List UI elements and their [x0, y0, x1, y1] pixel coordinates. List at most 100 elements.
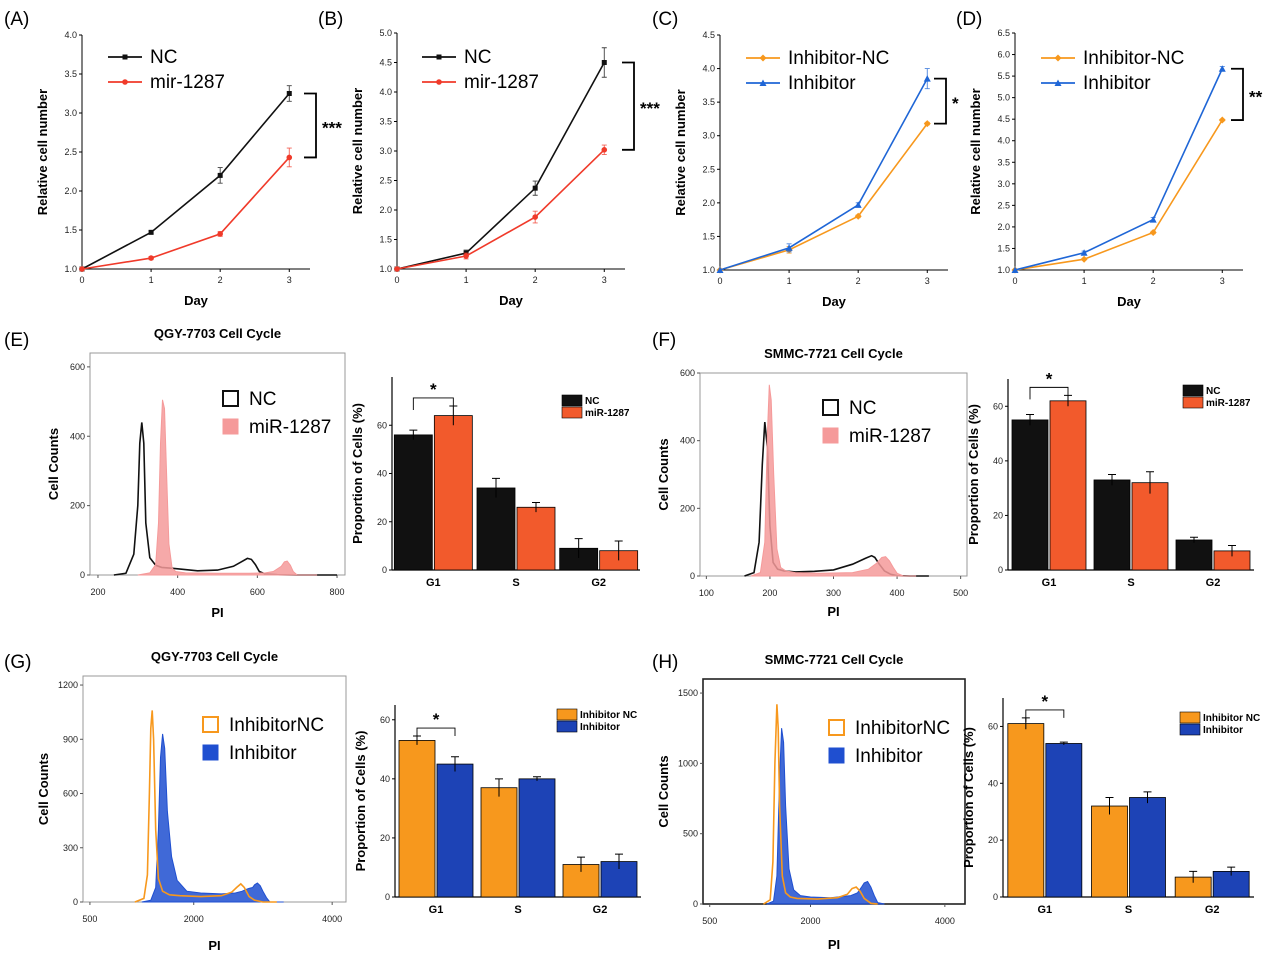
significance-bracket: [304, 92, 317, 159]
error-bar: [1227, 866, 1236, 876]
legend-label: Inhibitor: [788, 73, 856, 94]
y-tick-label: 3.5: [64, 69, 77, 79]
panel-label: (B): [318, 9, 343, 30]
data-point: [286, 154, 293, 161]
legend-label: miR-1287: [585, 408, 630, 419]
legend-label: NC: [1206, 386, 1220, 397]
significance-bracket: [416, 727, 456, 741]
x-tick-label: 2: [856, 276, 861, 286]
y-tick-label: 6.0: [997, 50, 1010, 60]
error-bar: [574, 538, 583, 558]
y-tick-label: 2.0: [997, 222, 1010, 232]
legend-swatch: [222, 418, 239, 435]
data-point: [1218, 116, 1226, 124]
y-tick-label: 4.0: [64, 30, 77, 40]
error-bar: [1146, 471, 1154, 494]
y-tick-label: 1000: [678, 758, 698, 768]
y-tick-label: 200: [680, 503, 695, 513]
data-point: [286, 91, 292, 96]
x-tick-label: G1: [1037, 904, 1052, 916]
series-line: [1014, 68, 1224, 271]
y-tick-label: 0: [993, 892, 998, 902]
x-tick-label: 400: [890, 588, 905, 598]
x-axis-title: PI: [827, 604, 839, 619]
x-tick-label: 0: [394, 275, 399, 285]
y-tick-label: 3.5: [702, 97, 715, 107]
y-tick-label: 3.0: [997, 179, 1010, 189]
x-tick-label: 2: [218, 275, 223, 285]
series-mir-1287: [79, 147, 293, 272]
legend-swatch: [556, 708, 578, 721]
y-tick-label: 1.0: [64, 264, 77, 274]
y-tick-label: 2.5: [64, 147, 77, 157]
bar: [393, 434, 433, 571]
x-tick-label: 200: [90, 587, 105, 597]
error-bar: [615, 853, 623, 869]
chart-title: QGY-7703 Cell Cycle: [151, 649, 278, 664]
histogram-nc: [113, 422, 337, 576]
legend-label: Inhibitor-NC: [1083, 48, 1184, 69]
y-tick-label: 300: [63, 843, 78, 853]
histogram-line: [113, 422, 337, 576]
histogram-mir-1287: [137, 399, 318, 576]
x-tick-label: G2: [1205, 904, 1220, 916]
y-tick-label: 5.5: [997, 71, 1010, 81]
y-axis-title: Cell Counts: [36, 753, 51, 825]
x-tick-label: 0: [717, 276, 722, 286]
data-point: [1218, 65, 1226, 72]
series-inhibitor: [716, 68, 931, 273]
y-tick-label: 1.5: [702, 231, 715, 241]
data-point: [1054, 79, 1062, 86]
y-tick-label: 4.5: [379, 58, 392, 68]
panel-label: (A): [4, 9, 29, 30]
significance-bracket: [1025, 709, 1065, 722]
x-tick-label: 500: [82, 914, 97, 924]
x-tick-label: 1: [1082, 276, 1087, 286]
data-point: [785, 244, 793, 251]
y-tick-label: 6.5: [997, 28, 1010, 38]
data-point: [716, 266, 724, 273]
x-tick-label: 3: [1220, 276, 1225, 286]
legend-label: Inhibitor: [580, 722, 620, 733]
bar: [480, 787, 518, 898]
y-tick-label: 3.0: [702, 131, 715, 141]
y-tick-label: 60: [988, 721, 998, 731]
data-point: [436, 54, 442, 60]
error-bar: [451, 756, 459, 772]
x-axis-title: Day: [499, 293, 524, 308]
data-point: [436, 79, 442, 85]
y-tick-label: 60: [993, 401, 1003, 411]
legend-label: miR-1287: [849, 426, 931, 447]
legend-swatch: [561, 406, 583, 419]
y-axis-title: Proportion of Cells (%): [350, 403, 365, 544]
legend-label: Inhibitor: [1083, 73, 1151, 94]
error-bar: [1059, 741, 1068, 745]
bar: [1175, 539, 1213, 571]
legend-swatch: [1179, 723, 1201, 736]
chart-title: QGY-7703 Cell Cycle: [154, 326, 281, 341]
data-point: [79, 266, 85, 272]
error-bar: [495, 778, 503, 797]
bar: [436, 763, 474, 898]
legend-swatch: [828, 719, 845, 736]
bar: [1091, 805, 1128, 898]
legend-swatch: [202, 716, 219, 733]
significance-label: *: [1042, 692, 1049, 711]
x-tick-label: 2000: [800, 916, 820, 926]
error-bar: [577, 856, 585, 872]
y-tick-label: 4.0: [379, 87, 392, 97]
data-point: [122, 54, 128, 60]
x-axis-title: PI: [208, 938, 220, 953]
y-tick-label: 2.0: [379, 205, 392, 215]
significance-label: *: [952, 94, 959, 113]
x-tick-label: 1: [787, 276, 792, 286]
x-tick-label: 3: [287, 275, 292, 285]
y-tick-label: 3.0: [64, 108, 77, 118]
x-tick-label: 0: [1012, 276, 1017, 286]
bar: [1129, 797, 1166, 898]
series-inhibitor-nc: [716, 120, 931, 274]
significance-label: ***: [640, 99, 660, 118]
panel-label: (E): [4, 330, 29, 351]
error-bar: [1190, 536, 1198, 543]
